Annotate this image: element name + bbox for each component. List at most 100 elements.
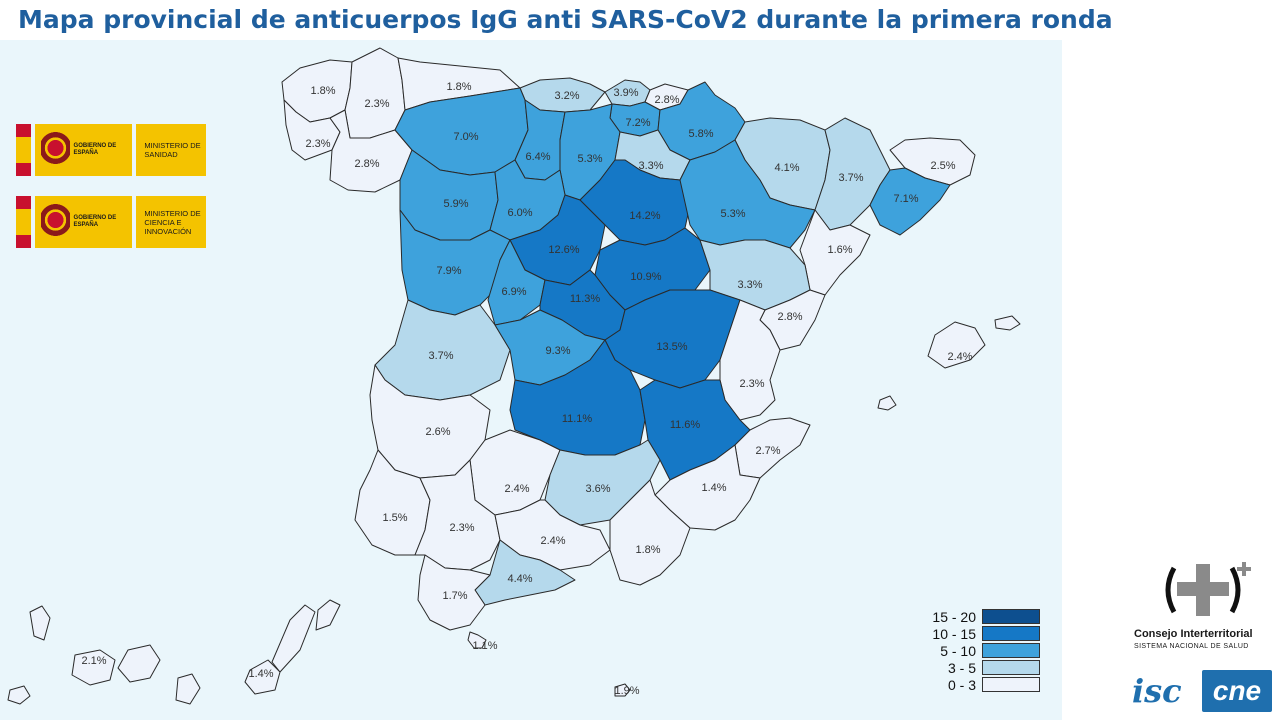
island-area	[29, 605, 51, 641]
province-area	[719, 299, 781, 421]
legend-row: 10 - 15	[900, 625, 1040, 642]
legend-row: 0 - 3	[900, 676, 1040, 693]
province-area	[799, 209, 871, 296]
province-area	[614, 683, 631, 697]
isc-logo: isc	[1132, 672, 1182, 710]
province-value-label: 2.8%	[777, 311, 802, 323]
gobierno-espana-block: GOBIERNO DE ESPAÑA	[34, 124, 133, 176]
province-value-label: 2.3%	[739, 378, 764, 390]
islands-layer	[7, 315, 1021, 705]
legend-swatch	[982, 660, 1040, 675]
province-value-label: 11.6%	[670, 419, 701, 431]
legend-label: 0 - 3	[947, 676, 976, 693]
legend-swatch	[982, 643, 1040, 658]
legend-swatch	[982, 626, 1040, 641]
province-value-label: 2.3%	[305, 138, 330, 150]
province-area	[417, 554, 491, 631]
province-value-label: 2.4%	[540, 535, 565, 547]
province-value-label: 11.3%	[570, 293, 601, 305]
province-area	[609, 479, 691, 586]
island-area	[315, 599, 341, 631]
province-value-label: 13.5%	[656, 341, 687, 353]
map-legend: 15 - 20 10 - 15 5 - 10 3 - 5 0 - 3	[900, 608, 1040, 693]
province-value-label: 1.4%	[248, 668, 273, 680]
province-value-label: 1.8%	[446, 81, 471, 93]
ministry-block: MINISTERIO DE SANIDAD	[136, 124, 206, 176]
province-area	[71, 649, 116, 686]
ministry-block: MINISTERIO DE CIENCIA E INNOVACIÓN	[136, 196, 206, 248]
province-value-label: 7.2%	[625, 117, 650, 129]
legend-row: 15 - 20	[900, 608, 1040, 625]
spain-flag-icon	[16, 124, 31, 176]
province-value-label: 5.3%	[720, 208, 745, 220]
province-value-label: 3.3%	[737, 279, 762, 291]
ministry-text: MINISTERIO DE CIENCIA E INNOVACIÓN	[144, 208, 201, 236]
province-value-label: 6.4%	[525, 151, 550, 163]
province-value-label: 1.5%	[382, 512, 407, 524]
province-value-label: 4.4%	[507, 573, 532, 585]
province-map: 1.8% 2.3% 2.3% 2.8% 1.8% 3.2% 3.9% 2.8% 7.2% 5.8%…	[7, 47, 1021, 705]
legend-label: 3 - 5	[947, 659, 976, 676]
province-value-label: 2.8%	[654, 94, 679, 106]
province-value-label: 1.4%	[701, 482, 726, 494]
province-value-label: 2.3%	[449, 522, 474, 534]
island-area	[175, 673, 201, 705]
legend-label: 15 - 20	[932, 608, 976, 625]
province-value-label: 10.9%	[630, 271, 661, 283]
isc-text: isc	[1132, 672, 1182, 710]
province-value-label: 2.4%	[947, 351, 972, 363]
legend-row: 5 - 10	[900, 642, 1040, 659]
ministry-text: MINISTERIO DE SANIDAD	[144, 141, 201, 159]
province-value-label: 11.1%	[562, 413, 593, 425]
province-value-label: 7.1%	[893, 193, 918, 205]
province-value-label: 3.3%	[638, 160, 663, 172]
ci-name: Consejo Interterritorial	[1134, 628, 1253, 640]
cne-logo: cne	[1202, 670, 1272, 712]
ci-subname: SISTEMA NACIONAL DE SALUD	[1134, 643, 1249, 650]
province-value-label: 9.3%	[545, 345, 570, 357]
coat-of-arms-icon	[40, 202, 70, 242]
province-value-label: 2.5%	[930, 160, 955, 172]
province-value-label: 2.4%	[504, 483, 529, 495]
province-area	[927, 321, 986, 369]
province-value-label: 2.1%	[81, 655, 106, 667]
legend-row: 3 - 5	[900, 659, 1040, 676]
province-area	[869, 167, 951, 236]
province-value-label: 2.7%	[755, 445, 780, 457]
province-value-label: 3.6%	[585, 483, 610, 495]
province-value-label: 2.3%	[364, 98, 389, 110]
province-value-label: 5.8%	[688, 128, 713, 140]
page-title: Mapa provincial de anticuerpos IgG anti …	[0, 0, 1113, 40]
province-value-label: 5.9%	[443, 198, 468, 210]
logo-ministerio-sanidad: GOBIERNO DE ESPAÑA MINISTERIO DE SANIDAD	[16, 124, 206, 176]
province-value-label: 3.9%	[613, 87, 638, 99]
island-area	[994, 315, 1021, 331]
province-value-label: 12.6%	[548, 244, 579, 256]
province-area	[354, 449, 431, 556]
legend-label: 10 - 15	[932, 625, 976, 642]
province-value-label: 2.8%	[354, 158, 379, 170]
province-value-label: 7.9%	[436, 265, 461, 277]
province-value-label: 1.9%	[614, 685, 639, 697]
island-area	[271, 604, 316, 673]
province-value-label: 14.2%	[629, 210, 660, 222]
province-area	[467, 631, 487, 649]
legend-label: 5 - 10	[940, 642, 976, 659]
province-value-label: 5.3%	[577, 153, 602, 165]
province-value-label: 6.0%	[507, 207, 532, 219]
island-area	[117, 644, 161, 683]
province-value-label: 1.8%	[635, 544, 660, 556]
gov-text: GOBIERNO DE ESPAÑA	[73, 215, 117, 228]
province-value-label: 3.7%	[428, 350, 453, 362]
province-area	[414, 459, 501, 571]
province-area	[344, 47, 406, 139]
legend-swatch	[982, 609, 1040, 624]
legend-swatch	[982, 677, 1040, 692]
map-panel: 1.8% 2.3% 2.3% 2.8% 1.8% 3.2% 3.9% 2.8% 7.2% 5.8%…	[0, 40, 1062, 720]
spain-flag-icon	[16, 196, 31, 248]
coat-of-arms-icon	[40, 130, 70, 170]
consejo-interterritorial-cross-icon	[1165, 562, 1251, 616]
label-layer: 1.8% 2.3% 2.3% 2.8% 1.8% 3.2% 3.9% 2.8% 7.2% 5.8%…	[81, 81, 972, 697]
logo-ministerio-ciencia: GOBIERNO DE ESPAÑA MINISTERIO DE CIENCIA…	[16, 196, 206, 248]
province-value-label: 3.7%	[838, 172, 863, 184]
